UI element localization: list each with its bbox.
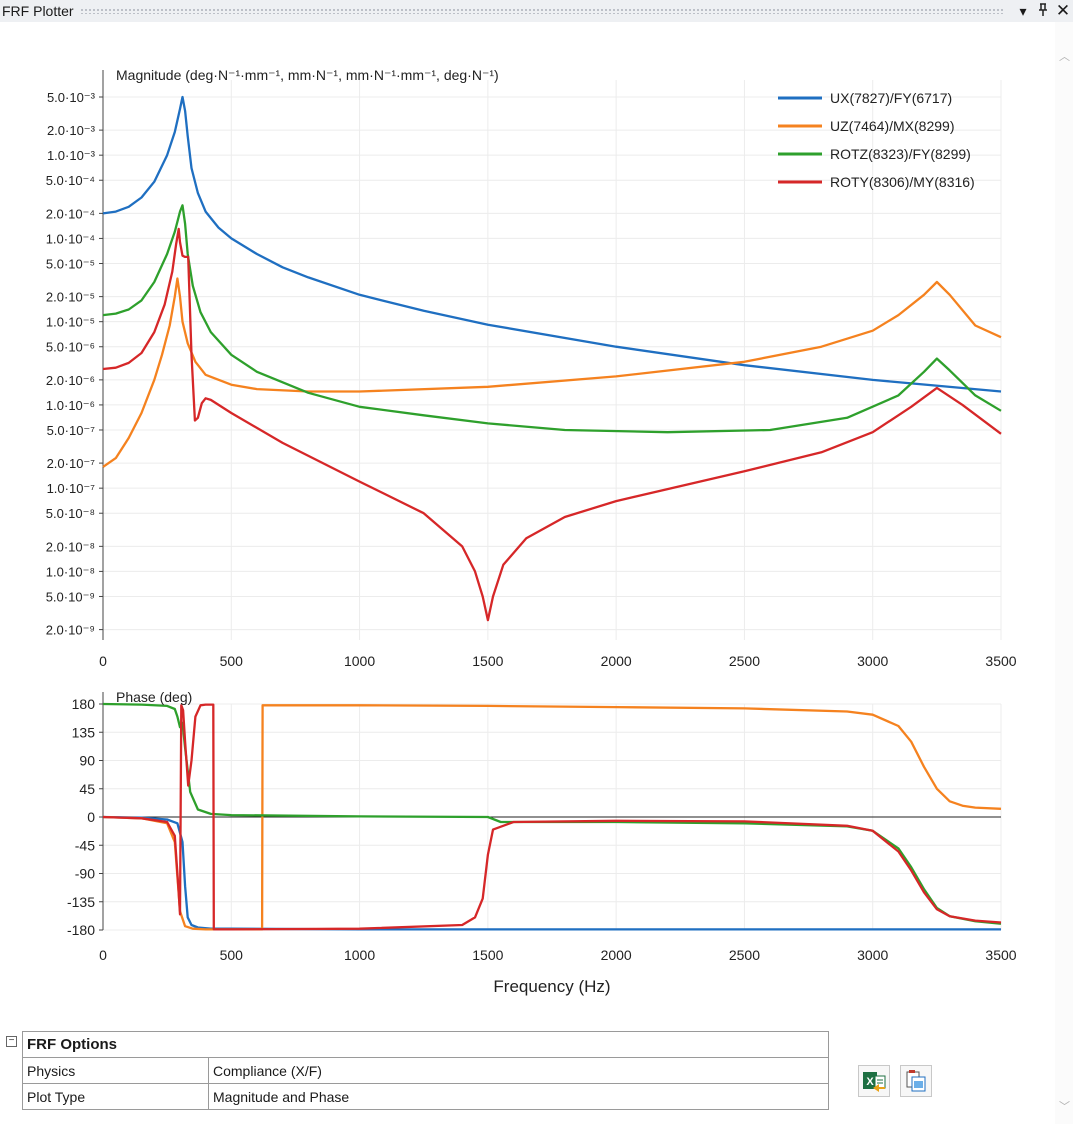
scroll-down-icon[interactable]: ﹀: [1059, 1101, 1070, 1113]
y-tick-label: 5.0·10⁻⁸: [46, 506, 95, 521]
series-line: [102, 702, 1002, 925]
series-line: [102, 815, 1001, 931]
y-tick-label: 90: [79, 753, 95, 769]
excel-export-button[interactable]: X: [858, 1065, 890, 1097]
magnitude-axes: 0 500 1000 1500 2000 2500 3000 3500 5.0·10⁻³ 2.0·…: [46, 70, 1017, 669]
y-tick-label: 1.0·10⁻⁴: [46, 231, 95, 246]
panel-title: FRF Plotter: [2, 3, 74, 19]
y-tick-label: 5.0·10⁻⁶: [46, 340, 95, 355]
option-value-physics[interactable]: Compliance (X/F): [208, 1057, 829, 1084]
copy-image-icon: [906, 1070, 926, 1092]
x-tick-label: 2000: [601, 653, 632, 669]
series-line: [102, 227, 1002, 622]
frf-options-header: FRF Options: [22, 1031, 829, 1058]
y-tick-label: 0: [87, 809, 95, 825]
x-tick-label: 2500: [729, 653, 760, 669]
x-tick-label: 1500: [472, 947, 503, 963]
y-tick-label: 135: [72, 724, 96, 740]
option-row-physics[interactable]: Physics Compliance (X/F): [22, 1057, 829, 1084]
scroll-up-icon[interactable]: ︿: [1059, 51, 1070, 63]
x-tick-label: 1000: [344, 653, 375, 669]
copy-image-button[interactable]: [900, 1065, 932, 1097]
legend: UX(7827)/FY(6717) UZ(7464)/MX(8299) ROTZ(8…: [778, 90, 975, 190]
y-tick-label: 2.0·10⁻⁵: [46, 290, 95, 305]
magnitude-title: Magnitude (deg·N⁻¹·mm⁻¹, mm·N⁻¹, mm·N⁻¹·…: [116, 67, 499, 83]
magnitude-grid: [102, 80, 1002, 640]
series-line: [102, 277, 1002, 468]
option-row-plot-type[interactable]: Plot Type Magnitude and Phase: [22, 1083, 829, 1110]
pin-icon[interactable]: [1033, 2, 1053, 20]
y-tick-label: 5.0·10⁻⁵: [46, 256, 95, 271]
y-tick-label: 45: [79, 781, 95, 797]
y-tick-label: 2.0·10⁻⁹: [46, 623, 95, 638]
x-tick-label: 0: [99, 947, 107, 963]
y-tick-label: 2.0·10⁻³: [47, 123, 96, 138]
y-tick-label: -135: [67, 894, 95, 910]
y-tick-label: 2.0·10⁻⁷: [47, 456, 96, 471]
phase-axes: 0 500 1000 1500 2000 2500 3000 350018013590450-…: [67, 692, 1017, 963]
x-tick-label: 500: [220, 653, 244, 669]
x-tick-label: 3000: [857, 653, 888, 669]
x-tick-label: 3000: [857, 947, 888, 963]
x-tick-label: 0: [99, 653, 107, 669]
legend-label: UZ(7464)/MX(8299): [830, 118, 955, 134]
y-tick-label: 1.0·10⁻³: [47, 148, 96, 163]
phase-x-axis-label: Frequency (Hz): [493, 977, 610, 996]
y-tick-label: 5.0·10⁻⁷: [47, 423, 96, 438]
excel-export-icon: X: [863, 1072, 886, 1092]
series-line: [102, 95, 1002, 393]
y-tick-label: 5.0·10⁻³: [47, 90, 96, 105]
y-tick-label: -90: [75, 866, 95, 882]
svg-text:X: X: [866, 1076, 874, 1088]
legend-label: ROTY(8306)/MY(8316): [830, 174, 975, 190]
option-label: Plot Type: [22, 1083, 209, 1110]
y-tick-label: 5.0·10⁻⁹: [46, 589, 95, 604]
option-value-plot-type[interactable]: Magnitude and Phase: [208, 1083, 829, 1110]
dropdown-arrow-icon[interactable]: ▾: [1019, 2, 1027, 19]
title-bar: FRF Plotter ▾ ✕: [0, 0, 1073, 22]
x-tick-label: 2000: [601, 947, 632, 963]
x-tick-label: 3500: [985, 947, 1016, 963]
series-line: [102, 204, 1002, 434]
y-tick-label: 1.0·10⁻⁸: [46, 564, 95, 579]
close-icon[interactable]: ✕: [1055, 1, 1071, 20]
frf-plot[interactable]: 0 500 1000 1500 2000 2500 3000 3500 5.0·10⁻³ 2.0·…: [0, 22, 1050, 1022]
x-tick-label: 1500: [472, 653, 503, 669]
y-tick-label: 1.0·10⁻⁷: [47, 481, 96, 496]
title-grip[interactable]: [79, 8, 1005, 14]
y-tick-label: -45: [75, 837, 95, 853]
y-tick-label: 2.0·10⁻⁴: [46, 206, 95, 221]
y-tick-label: 5.0·10⁻⁴: [46, 173, 95, 188]
x-tick-label: 500: [220, 947, 244, 963]
y-tick-label: 2.0·10⁻⁸: [46, 539, 95, 554]
legend-label: UX(7827)/FY(6717): [830, 90, 952, 106]
x-tick-label: 1000: [344, 947, 375, 963]
frf-options-table: FRF Options Physics Compliance (X/F) Plo…: [22, 1031, 829, 1110]
x-tick-label: 3500: [985, 653, 1016, 669]
y-tick-label: 1.0·10⁻⁶: [46, 398, 95, 413]
legend-label: ROTZ(8323)/FY(8299): [830, 146, 971, 162]
y-tick-label: 2.0·10⁻⁶: [46, 373, 95, 388]
collapse-toggle-icon[interactable]: −: [6, 1036, 17, 1047]
x-tick-label: 2500: [729, 947, 760, 963]
phase-title: Phase (deg): [116, 689, 192, 705]
y-tick-label: -180: [67, 922, 95, 938]
magnitude-series: [102, 95, 1002, 622]
phase-series: [102, 702, 1002, 931]
y-tick-label: 1.0·10⁻⁵: [46, 315, 95, 330]
option-label: Physics: [22, 1057, 209, 1084]
y-tick-label: 180: [72, 696, 96, 712]
vertical-scrollbar[interactable]: ︿ ﹀: [1055, 22, 1073, 1124]
series-line: [102, 703, 1002, 931]
frf-options-header-row[interactable]: FRF Options: [22, 1031, 829, 1058]
